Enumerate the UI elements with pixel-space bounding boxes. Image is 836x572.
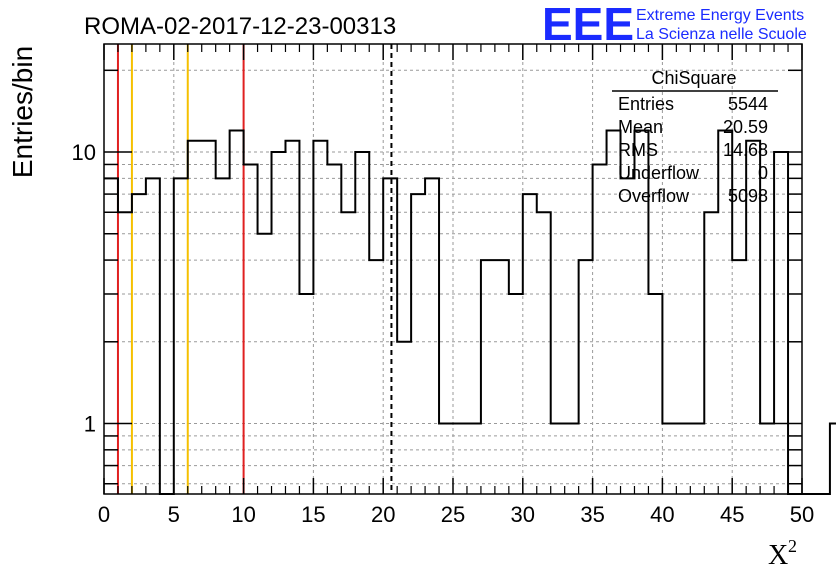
axis-ticks — [103, 44, 803, 494]
marker-lines — [116, 44, 393, 494]
x-axis-title-superscript: 2 — [788, 536, 797, 556]
x-tick-label: 45 — [720, 502, 744, 527]
stats-label-entries: Entries — [618, 94, 674, 114]
eee-logo-line1: Extreme Energy Events — [636, 7, 804, 24]
stats-value-entries: 5544 — [728, 94, 768, 114]
x-tick-label: 0 — [98, 502, 110, 527]
stats-value-rms: 14.68 — [723, 140, 768, 160]
x-axis-title: X — [768, 540, 788, 571]
x-tick-label: 35 — [580, 502, 604, 527]
stats-label-mean: Mean — [618, 117, 663, 137]
grid-lines — [104, 44, 802, 494]
eee-logo-line2: La Scienza nelle Scuole — [636, 26, 807, 43]
y-tick-label: 10 — [72, 140, 96, 165]
y-axis-title: Entries/bin — [7, 46, 38, 178]
histogram-step-line — [104, 129, 836, 495]
x-tick-label: 5 — [168, 502, 180, 527]
x-tick-label: 30 — [511, 502, 535, 527]
x-tick-label: 25 — [441, 502, 465, 527]
x-tick-labels: 0 5 10 15 20 25 30 35 40 45 50 — [98, 502, 814, 527]
y-tick-labels: 1 10 — [72, 140, 96, 436]
stats-value-overflow: 5098 — [728, 186, 768, 206]
stats-label-rms: RMS — [618, 140, 658, 160]
eee-logo-mark: EEE — [542, 0, 634, 50]
x-tick-label: 15 — [301, 502, 325, 527]
stats-value-underflow: 0 — [758, 163, 768, 183]
stats-value-mean: 20.59 — [723, 117, 768, 137]
stats-title: ChiSquare — [651, 68, 736, 88]
x-tick-label: 50 — [790, 502, 814, 527]
stats-box: ChiSquare Entries 5544 Mean 20.59 RMS 14… — [612, 68, 778, 206]
stats-label-underflow: Underflow — [618, 163, 700, 183]
x-tick-label: 40 — [650, 502, 674, 527]
y-tick-label: 1 — [84, 412, 96, 437]
x-tick-label: 10 — [231, 502, 255, 527]
chart-title: ROMA-02-2017-12-23-00313 — [84, 13, 396, 40]
stats-label-overflow: Overflow — [618, 186, 690, 206]
x-tick-label: 20 — [371, 502, 395, 527]
eee-logo: EEE Extreme Energy Events La Scienza nel… — [542, 0, 807, 50]
